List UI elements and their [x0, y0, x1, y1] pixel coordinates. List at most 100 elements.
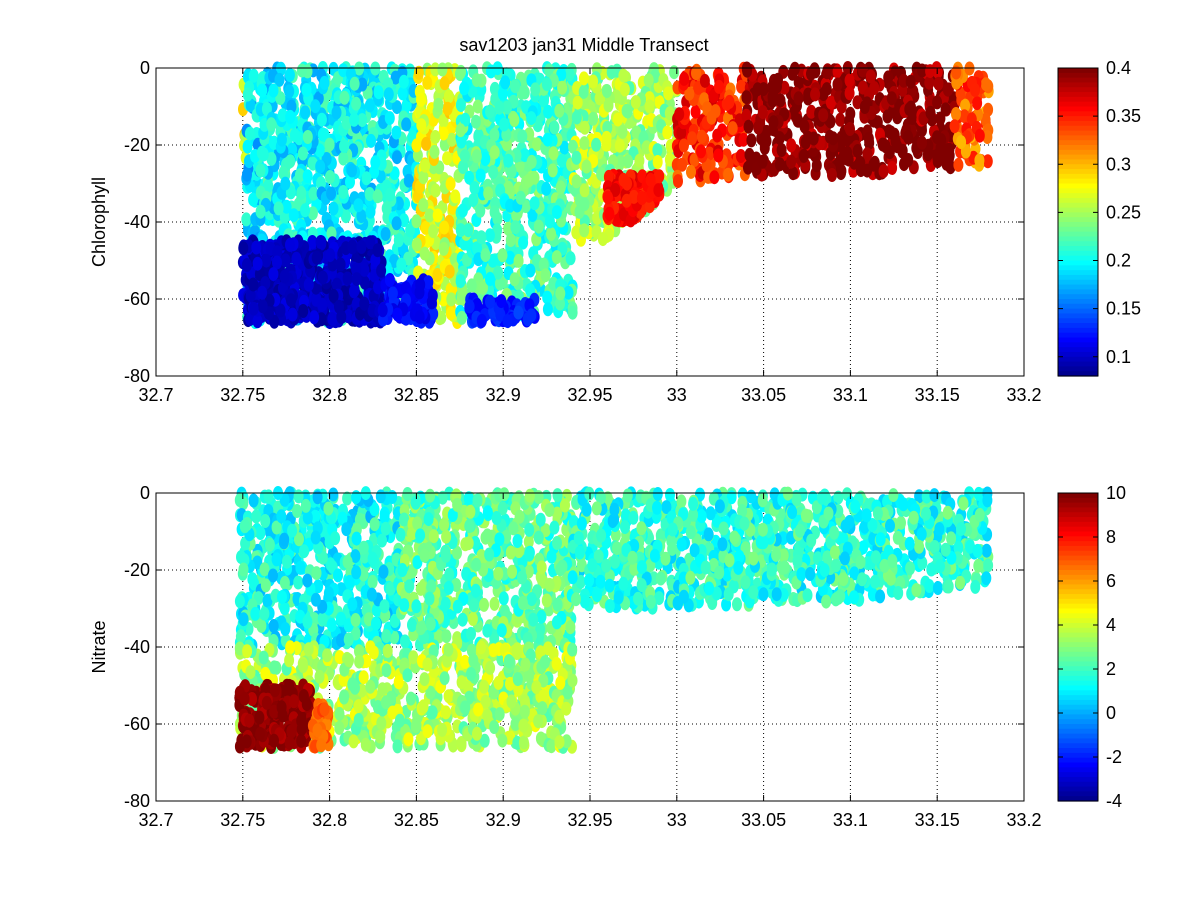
- nitrate-point: [263, 489, 274, 504]
- figure-title: sav1203 jan31 Middle Transect: [459, 35, 708, 55]
- chlorophyll-point: [421, 136, 432, 151]
- nitrate-point: [277, 590, 287, 605]
- chlorophyll-point: [696, 129, 707, 144]
- chlorophyll-point: [403, 173, 414, 188]
- chlorophyll-point: [636, 191, 647, 206]
- chlorophyll-point: [471, 149, 482, 164]
- chlorophyll-point: [411, 138, 422, 153]
- chlorophyll-colorbar-swatch: [1058, 231, 1098, 238]
- chlorophyll-point: [634, 153, 645, 168]
- chlorophyll-data-marks: [237, 61, 994, 330]
- chlorophyll-point: [283, 155, 294, 170]
- chlorophyll-colorbar-swatch: [1058, 92, 1098, 98]
- chlorophyll-colorbar-swatch: [1058, 140, 1098, 146]
- chlorophyll-point: [530, 82, 541, 97]
- chlorophyll-point: [510, 79, 520, 94]
- chlorophyll-point: [669, 65, 680, 80]
- chlorophyll-point: [420, 220, 431, 235]
- chlorophyll-point: [621, 193, 632, 208]
- nitrate-point: [351, 565, 362, 580]
- chlorophyll-point: [281, 199, 292, 214]
- chlorophyll-point: [307, 206, 318, 221]
- chlorophyll-point: [925, 64, 936, 79]
- chlorophyll-point: [776, 143, 787, 157]
- chlorophyll-point: [559, 140, 570, 155]
- chlorophyll-point: [291, 251, 302, 266]
- nitrate-point: [367, 551, 378, 566]
- chlorophyll-point: [275, 91, 286, 106]
- chlorophyll-point: [714, 79, 724, 94]
- chlorophyll-point: [377, 303, 388, 318]
- chlorophyll-point: [746, 133, 757, 148]
- nitrate-point: [528, 612, 539, 627]
- nitrate-point: [499, 487, 510, 502]
- nitrate-point: [302, 614, 313, 629]
- chlorophyll-colorbar-swatch: [1058, 111, 1098, 117]
- chlorophyll-point: [370, 155, 381, 170]
- chlorophyll-point: [591, 137, 602, 152]
- chlorophyll-point: [326, 186, 337, 201]
- nitrate-point: [472, 493, 483, 508]
- chlorophyll-colorbar-swatch: [1058, 289, 1098, 295]
- nitrate-point: [341, 522, 352, 537]
- chlorophyll-point: [445, 306, 456, 321]
- chlorophyll-point: [742, 63, 753, 78]
- chlorophyll-point: [430, 130, 441, 144]
- chlorophyll-point: [951, 107, 961, 121]
- chlorophyll-point: [276, 132, 287, 147]
- chlorophyll-point: [443, 89, 454, 104]
- chlorophyll-point: [606, 65, 617, 80]
- chlorophyll-colorbar: 0.40.350.30.250.20.150.1: [1057, 58, 1141, 377]
- chlorophyll-point: [579, 136, 590, 151]
- nitrate-point: [260, 578, 271, 593]
- chlorophyll-point: [484, 228, 495, 243]
- chlorophyll-point: [445, 176, 456, 191]
- chlorophyll-colorbar-swatch: [1058, 96, 1098, 103]
- chlorophyll-point: [365, 204, 376, 219]
- chlorophyll-point: [396, 257, 407, 272]
- chlorophyll-point: [549, 120, 560, 135]
- chlorophyll-point: [287, 307, 298, 322]
- chlorophyll-point: [405, 223, 416, 238]
- chlorophyll-colorbar-swatch: [1058, 72, 1098, 79]
- chlorophyll-point: [798, 148, 809, 163]
- chlorophyll-colorbar-swatch: [1058, 255, 1098, 262]
- chlorophyll-point: [980, 77, 991, 92]
- chlorophyll-point: [483, 186, 494, 201]
- chlorophyll-point: [280, 176, 291, 191]
- nitrate-point: [330, 531, 341, 546]
- nitrate-point: [311, 566, 322, 581]
- chlorophyll-point: [603, 98, 614, 113]
- chlorophyll-point: [316, 176, 326, 191]
- chlorophyll-point: [327, 312, 338, 327]
- chlorophyll-point: [383, 77, 394, 92]
- nitrate-point: [425, 617, 436, 631]
- nitrate-point: [400, 634, 410, 649]
- chlorophyll-point: [261, 253, 272, 268]
- chlorophyll-point: [372, 243, 383, 258]
- chlorophyll-point: [786, 154, 797, 169]
- chlorophyll-point: [603, 190, 613, 205]
- chlorophyll-point: [932, 154, 943, 169]
- chlorophyll-point: [571, 110, 582, 125]
- chlorophyll-point: [268, 267, 279, 282]
- chlorophyll-point: [257, 83, 268, 98]
- chlorophyll-point: [341, 115, 352, 130]
- chlorophyll-point: [844, 86, 855, 101]
- nitrate-point: [238, 562, 249, 577]
- chlorophyll-point: [387, 286, 398, 301]
- chlorophyll-point: [475, 168, 486, 183]
- chlorophyll-point: [258, 147, 269, 162]
- chlorophyll-point: [349, 112, 360, 127]
- chlorophyll-point: [347, 163, 357, 178]
- chlorophyll-colorbar-swatch: [1058, 207, 1098, 213]
- chlorophyll-point: [974, 128, 985, 143]
- chlorophyll-colorbar-swatch: [1058, 188, 1098, 194]
- nitrate-point: [310, 530, 321, 545]
- chlorophyll-point: [242, 139, 253, 154]
- chlorophyll-point: [956, 135, 967, 150]
- nitrate-point: [381, 629, 392, 644]
- chlorophyll-colorbar-swatch: [1058, 294, 1098, 300]
- chlorophyll-colorbar-swatch: [1058, 169, 1098, 175]
- chlorophyll-point: [257, 299, 268, 314]
